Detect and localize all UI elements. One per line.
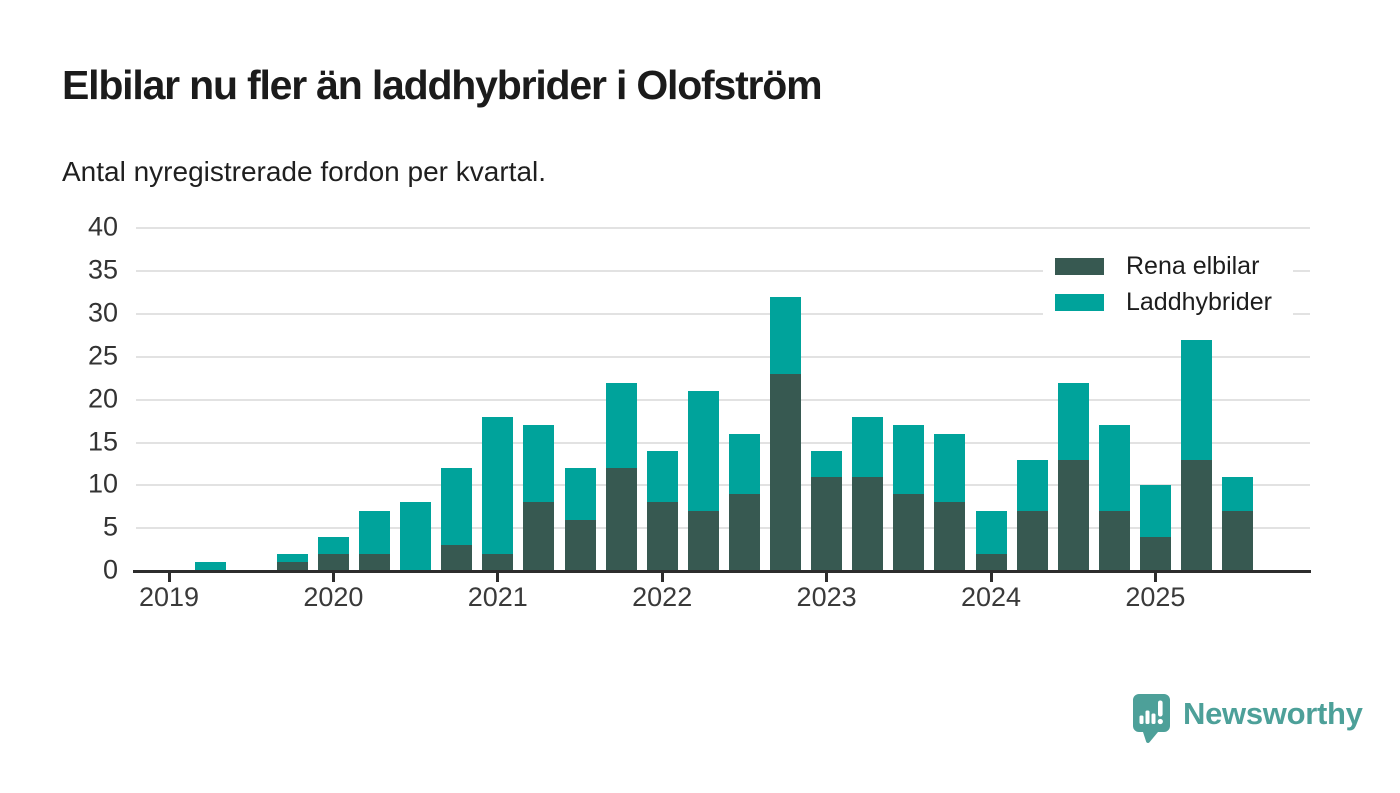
bar-segment-elbilar-2025-Q1 (1139, 536, 1171, 571)
bar-segment-elbilar-2021-Q2 (523, 502, 555, 571)
bar-segment-elbilar-2022-Q2 (687, 511, 719, 571)
bar-segment-elbilar-2020-Q4 (441, 545, 473, 571)
x-axis-line (133, 569, 1311, 573)
y-tick-label: 0 (102, 554, 118, 585)
bar-segment-elbilar-2025-Q3 (1222, 511, 1254, 571)
bar-segment-laddhybrider-2025-Q1 (1139, 485, 1171, 537)
gridline-y-5 (136, 527, 1310, 530)
newsworthy-logo-icon (1133, 694, 1170, 743)
y-tick-label: 20 (87, 382, 118, 413)
bar-segment-elbilar-2021-Q4 (605, 468, 637, 571)
newsworthy-logo: Newsworthy (1133, 694, 1363, 744)
bar-segment-laddhybrider-2020-Q2 (359, 511, 390, 554)
bar-segment-laddhybrider-2019-Q2 (194, 562, 226, 571)
x-tick-label-2020: 2020 (303, 582, 364, 612)
bar-segment-elbilar-2023-Q4 (934, 502, 966, 571)
bar-segment-laddhybrider-2024-Q4 (1098, 425, 1130, 512)
x-tick-2024 (989, 572, 993, 582)
legend-swatch-laddhybrider (1055, 293, 1104, 311)
legend-label-rena-elbilar: Rena elbilar (1126, 251, 1260, 280)
gridline-y-10 (136, 484, 1310, 487)
gridline-y-35 (136, 270, 1310, 273)
bar-segment-elbilar-2022-Q3 (728, 493, 760, 571)
x-tick-2023 (825, 572, 829, 582)
bar-segment-laddhybrider-2025-Q3 (1222, 476, 1254, 512)
x-tick-label-2023: 2023 (796, 582, 857, 612)
y-tick-label: 40 (87, 211, 118, 242)
bar-segment-elbilar-2024-Q1 (975, 553, 1007, 571)
bar-segment-laddhybrider-2020-Q3 (400, 502, 432, 571)
bar-segment-elbilar-2021-Q1 (482, 553, 514, 571)
bar-segment-elbilar-2025-Q2 (1181, 459, 1212, 571)
bar-segment-laddhybrider-2024-Q1 (975, 511, 1007, 554)
bar-segment-laddhybrider-2023-Q1 (811, 451, 843, 477)
newsworthy-logo-text: Newsworthy (1183, 696, 1363, 731)
bar-segment-laddhybrider-2021-Q4 (605, 382, 637, 469)
x-tick-2021 (496, 572, 500, 582)
x-tick-label-2025: 2025 (1125, 582, 1186, 612)
bar-segment-laddhybrider-2023-Q4 (934, 433, 966, 503)
gridline-y-30 (136, 313, 1310, 316)
bar-segment-laddhybrider-2020-Q4 (441, 468, 473, 546)
x-tick-label-2022: 2022 (632, 582, 693, 612)
bar-segment-laddhybrider-2024-Q2 (1016, 459, 1048, 512)
bar-segment-laddhybrider-2021-Q1 (482, 416, 514, 554)
x-tick-2019 (167, 572, 171, 582)
legend-item-laddhybrider: Laddhybrider (1043, 284, 1293, 320)
x-tick-label-2019: 2019 (138, 582, 200, 612)
bar-segment-elbilar-2024-Q2 (1016, 511, 1048, 571)
bar-segment-laddhybrider-2023-Q3 (893, 425, 925, 494)
y-tick-label: 30 (87, 297, 118, 328)
gridline-y-20 (136, 398, 1310, 401)
bar-segment-laddhybrider-2022-Q1 (646, 451, 678, 503)
legend-swatch-rena-elbilar (1055, 257, 1104, 275)
bar-segment-laddhybrider-2022-Q4 (770, 296, 801, 374)
x-tick-2022 (660, 572, 664, 582)
x-tick-label-2021: 2021 (467, 582, 528, 612)
x-tick-label-2024: 2024 (960, 582, 1022, 612)
bar-segment-laddhybrider-2022-Q3 (728, 433, 760, 494)
bar-segment-elbilar-2020-Q1 (317, 553, 349, 571)
bar-segment-laddhybrider-2021-Q3 (564, 468, 596, 520)
bar-segment-laddhybrider-2020-Q1 (317, 536, 349, 554)
gridline-y-15 (136, 441, 1310, 444)
bar-segment-laddhybrider-2024-Q3 (1057, 382, 1089, 460)
bar-segment-laddhybrider-2025-Q2 (1181, 339, 1212, 460)
x-tick-2020 (331, 572, 335, 582)
gridline-y-40 (136, 227, 1310, 230)
bar-segment-elbilar-2024-Q4 (1098, 511, 1130, 571)
chart-legend: Rena elbilar Laddhybrider (1043, 244, 1293, 322)
legend-label-laddhybrider: Laddhybrider (1126, 287, 1272, 316)
chart-title: Elbilar nu fler än laddhybrider i Olofst… (62, 62, 823, 108)
x-tick-2025 (1153, 572, 1157, 582)
bar-segment-elbilar-2024-Q3 (1057, 459, 1089, 571)
gridline-y-25 (136, 355, 1310, 358)
bar-segment-elbilar-2023-Q3 (893, 493, 925, 571)
y-tick-label: 15 (87, 425, 118, 456)
bar-segment-laddhybrider-2019-Q4 (276, 553, 308, 563)
bar-segment-laddhybrider-2021-Q2 (523, 425, 555, 503)
bar-segment-elbilar-2020-Q2 (359, 553, 390, 571)
bar-segment-laddhybrider-2023-Q2 (852, 416, 884, 477)
bar-segment-elbilar-2021-Q3 (564, 519, 596, 571)
bar-segment-elbilar-2023-Q2 (852, 476, 884, 571)
bar-segment-elbilar-2022-Q1 (646, 502, 678, 571)
y-tick-label: 25 (87, 340, 118, 371)
bar-segment-laddhybrider-2022-Q2 (687, 391, 719, 512)
bar-segment-elbilar-2022-Q4 (770, 374, 801, 571)
y-tick-label: 5 (102, 511, 118, 542)
bar-segment-elbilar-2023-Q1 (811, 476, 843, 571)
legend-item-rena-elbilar: Rena elbilar (1043, 248, 1293, 284)
y-tick-label: 10 (87, 468, 118, 499)
chart-subtitle: Antal nyregistrerade fordon per kvartal. (62, 156, 547, 187)
bar-segment-elbilar-2019-Q4 (276, 562, 308, 571)
y-tick-label: 35 (87, 254, 118, 285)
